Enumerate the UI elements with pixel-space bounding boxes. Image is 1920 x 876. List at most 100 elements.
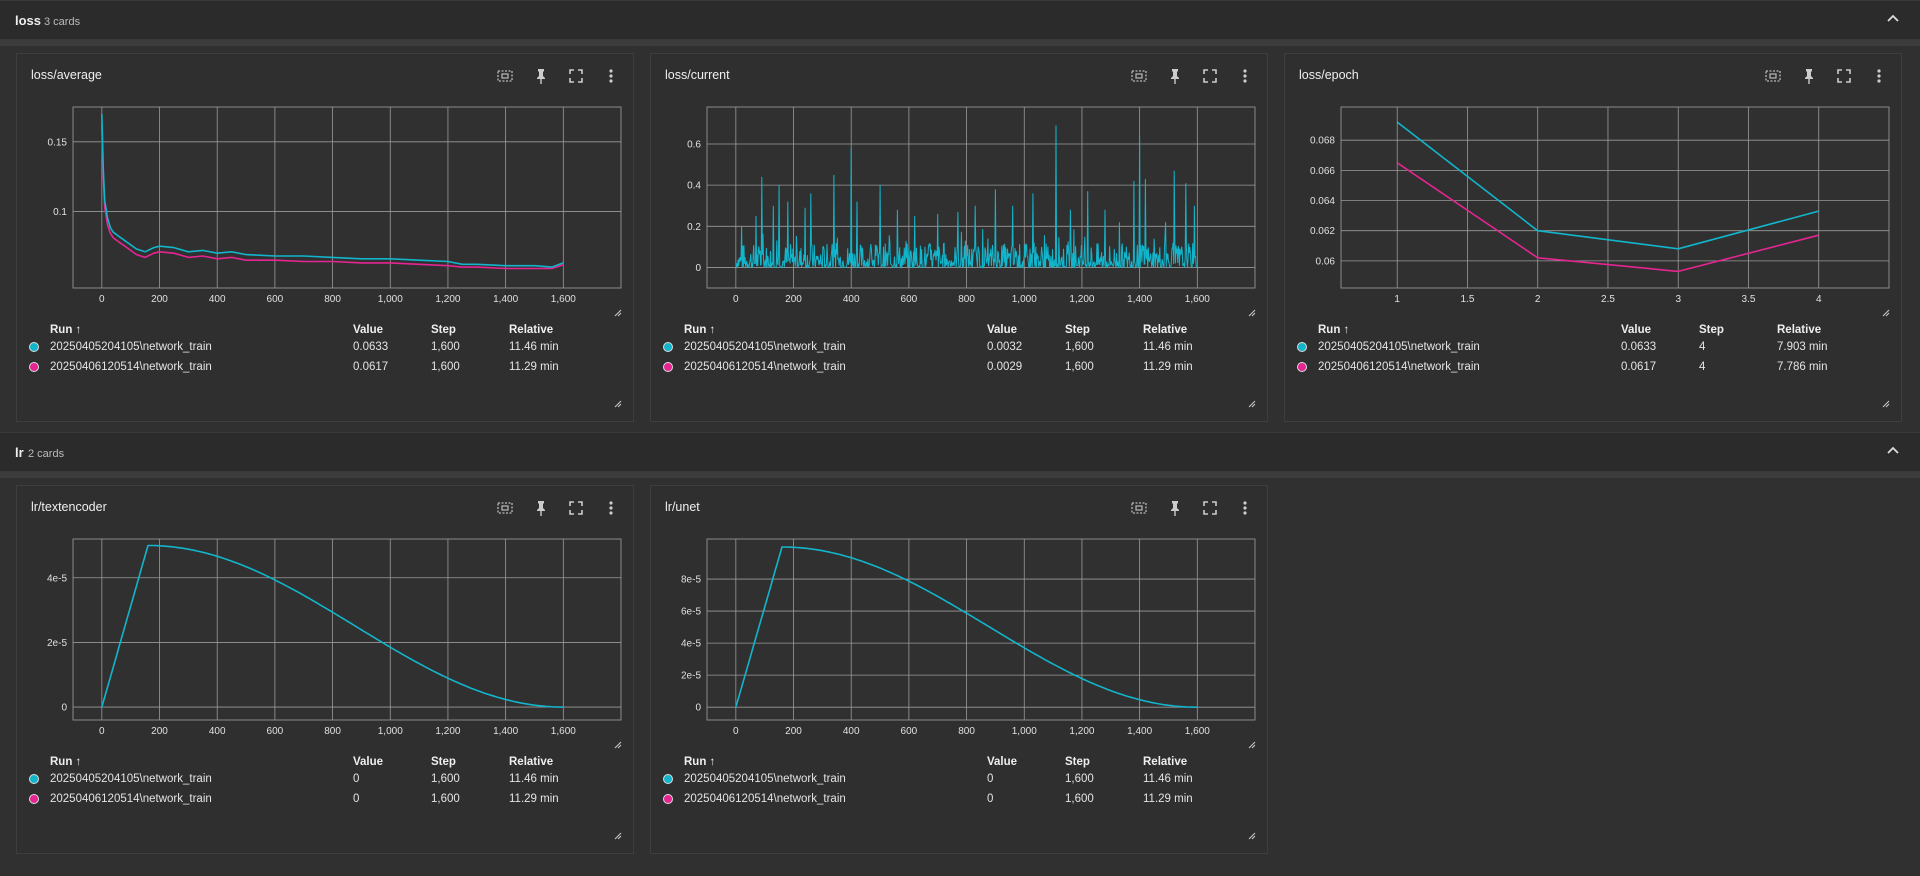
run-color-swatch[interactable]	[663, 362, 673, 372]
table-header-value[interactable]: Value	[353, 756, 384, 768]
fit-domain-icon[interactable]	[495, 498, 515, 518]
table-cell-run: 20250405204105\network_train	[50, 341, 212, 353]
table-cell-run: 20250406120514\network_train	[1318, 361, 1480, 373]
group-divider	[0, 40, 1920, 46]
fit-domain-icon[interactable]	[495, 66, 515, 86]
group-card-count: 3 cards	[44, 16, 81, 28]
more-vert-icon[interactable]	[601, 498, 621, 518]
resize-handle-icon[interactable]	[1248, 832, 1256, 840]
pin-icon[interactable]	[1799, 66, 1819, 86]
pin-icon[interactable]	[1165, 66, 1185, 86]
table-header-value[interactable]: Value	[353, 324, 384, 336]
table-cell-relative: 11.46 min	[509, 773, 559, 785]
x-tick-label: 400	[209, 294, 226, 305]
resize-handle-icon[interactable]	[614, 741, 622, 749]
table-header-run[interactable]: Run ↑	[684, 756, 716, 768]
more-vert-icon[interactable]	[1235, 66, 1255, 86]
group-header-lr[interactable]: lr 2 cards	[0, 432, 1920, 472]
chevron-up-icon[interactable]	[1884, 10, 1902, 28]
more-vert-icon[interactable]	[1235, 498, 1255, 518]
resize-handle-icon[interactable]	[1882, 400, 1890, 408]
run-color-swatch[interactable]	[663, 342, 673, 352]
group-divider	[0, 472, 1920, 478]
x-tick-label: 1,200	[435, 294, 460, 305]
group-header-loss[interactable]: loss 3 cards	[0, 0, 1920, 40]
run-color-swatch[interactable]	[29, 774, 39, 784]
resize-handle-icon[interactable]	[1248, 400, 1256, 408]
y-tick-label: 0.062	[1310, 226, 1335, 237]
table-header-step[interactable]: Step	[431, 324, 456, 336]
table-header-relative[interactable]: Relative	[1143, 324, 1188, 336]
table-header-step[interactable]: Step	[1065, 756, 1090, 768]
table-header-run[interactable]: Run ↑	[50, 756, 82, 768]
table-header-value[interactable]: Value	[987, 756, 1018, 768]
resize-handle-icon[interactable]	[1248, 741, 1256, 749]
fit-domain-icon[interactable]	[1129, 66, 1149, 86]
run-color-swatch[interactable]	[663, 794, 673, 804]
fullscreen-icon[interactable]	[1200, 498, 1220, 518]
chevron-up-icon[interactable]	[1884, 442, 1902, 460]
fullscreen-icon[interactable]	[566, 498, 586, 518]
table-cell-value: 0	[353, 793, 360, 805]
table-header-relative[interactable]: Relative	[1143, 756, 1188, 768]
line-chart[interactable]: 1 1.5 2 2.5 3 3.5 4 0.06 0.062 0.064 0.066 0.068	[1285, 96, 1903, 318]
x-tick-label: 600	[901, 726, 918, 737]
fullscreen-icon[interactable]	[1200, 66, 1220, 86]
y-tick-label: 0	[61, 703, 67, 714]
y-tick-label: 8e-5	[681, 575, 701, 586]
resize-handle-icon[interactable]	[614, 832, 622, 840]
series-line-run-1	[101, 113, 564, 268]
chart-card: loss/current 0 200 400 600 800 1,000 1,200 1,400…	[650, 53, 1268, 422]
run-color-swatch[interactable]	[29, 794, 39, 804]
more-vert-icon[interactable]	[1869, 66, 1889, 86]
series-line-run-1	[101, 544, 564, 708]
resize-handle-icon[interactable]	[614, 400, 622, 408]
fit-domain-icon[interactable]	[1763, 66, 1783, 86]
run-color-swatch[interactable]	[29, 342, 39, 352]
table-cell-step: 1,600	[1065, 773, 1094, 785]
table-cell-value: 0.0032	[987, 341, 1023, 353]
y-tick-label: 0.6	[687, 140, 701, 151]
table-header-run[interactable]: Run ↑	[684, 324, 716, 336]
line-chart[interactable]: 0 200 400 600 800 1,000 1,200 1,400 1,600 0 2e-5 4e…	[651, 528, 1269, 750]
table-cell-step: 1,600	[1065, 361, 1094, 373]
plot-area	[706, 106, 1256, 289]
table-header-step[interactable]: Step	[1699, 324, 1724, 336]
table-header-value[interactable]: Value	[987, 324, 1018, 336]
y-tick-label: 0	[695, 703, 701, 714]
fullscreen-icon[interactable]	[1834, 66, 1854, 86]
plot-area	[706, 538, 1256, 721]
group-title: lr	[15, 445, 24, 460]
x-tick-label: 400	[843, 726, 860, 737]
table-header-relative[interactable]: Relative	[509, 756, 554, 768]
table-header-step[interactable]: Step	[1065, 324, 1090, 336]
resize-handle-icon[interactable]	[1882, 309, 1890, 317]
resize-handle-icon[interactable]	[614, 309, 622, 317]
group-card-count: 2 cards	[28, 448, 65, 460]
table-header-relative[interactable]: Relative	[1777, 324, 1822, 336]
pin-icon[interactable]	[531, 498, 551, 518]
table-cell-step: 1,600	[1065, 793, 1094, 805]
pin-icon[interactable]	[531, 66, 551, 86]
table-header-step[interactable]: Step	[431, 756, 456, 768]
resize-handle-icon[interactable]	[1248, 309, 1256, 317]
table-header-relative[interactable]: Relative	[509, 324, 554, 336]
table-cell-step: 1,600	[431, 793, 460, 805]
x-tick-label: 1,600	[551, 294, 576, 305]
fit-domain-icon[interactable]	[1129, 498, 1149, 518]
line-chart[interactable]: 0 200 400 600 800 1,000 1,200 1,400 1,600 0 2e-5 4e…	[17, 528, 635, 750]
fullscreen-icon[interactable]	[566, 66, 586, 86]
card-title: loss/epoch	[1299, 68, 1359, 82]
run-color-swatch[interactable]	[1297, 342, 1307, 352]
more-vert-icon[interactable]	[601, 66, 621, 86]
line-chart[interactable]: 0 200 400 600 800 1,000 1,200 1,400 1,600 0.1 0.15	[17, 96, 635, 318]
line-chart[interactable]: 0 200 400 600 800 1,000 1,200 1,400 1,600 0 0.2 0.4…	[651, 96, 1269, 318]
run-color-swatch[interactable]	[1297, 362, 1307, 372]
table-header-run[interactable]: Run ↑	[50, 324, 82, 336]
run-color-swatch[interactable]	[663, 774, 673, 784]
run-color-swatch[interactable]	[29, 362, 39, 372]
pin-icon[interactable]	[1165, 498, 1185, 518]
table-header-value[interactable]: Value	[1621, 324, 1652, 336]
x-tick-label: 2	[1535, 294, 1541, 305]
table-header-run[interactable]: Run ↑	[1318, 324, 1350, 336]
